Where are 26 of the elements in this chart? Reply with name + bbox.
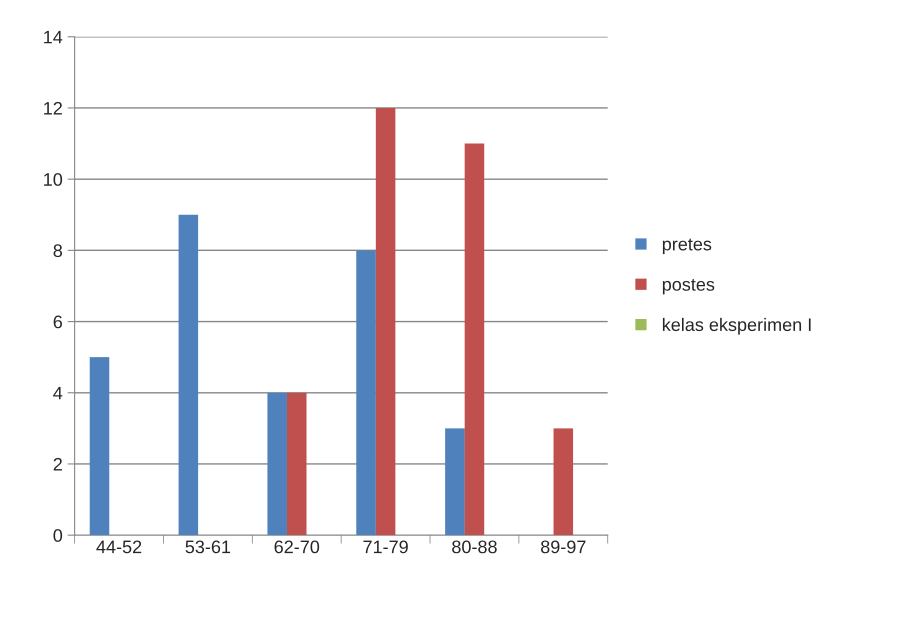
- legend-label: postes: [662, 278, 714, 294]
- bar: [464, 144, 484, 536]
- x-tick-label: 44-52: [96, 540, 142, 554]
- legend-label: kelas eksperimen I: [662, 318, 811, 335]
- bar: [178, 214, 198, 536]
- y-tick-label: 10: [44, 173, 62, 186]
- x-tick-label: 62-70: [274, 540, 320, 554]
- legend-label: pretes: [662, 238, 712, 254]
- x-tick-label: 89-97: [540, 540, 586, 554]
- bar: [286, 392, 307, 536]
- y-tick-label: 6: [54, 315, 62, 328]
- bar: [356, 250, 376, 536]
- y-tick-label: 2: [54, 458, 62, 470]
- bar: [445, 428, 465, 536]
- y-tick-label: 4: [53, 386, 62, 400]
- bar: [554, 428, 574, 536]
- bar: [267, 392, 287, 536]
- x-tick-label: 53-61: [186, 540, 230, 554]
- y-tick-label: 14: [44, 30, 62, 44]
- bar: [90, 357, 110, 536]
- x-tick-label: 80-88: [452, 540, 497, 554]
- bar: [376, 108, 396, 536]
- y-tick-label: 8: [54, 244, 62, 258]
- y-tick-label: 0: [53, 529, 62, 542]
- x-tick-label: 71-79: [363, 540, 408, 554]
- y-tick-label: 12: [44, 102, 62, 114]
